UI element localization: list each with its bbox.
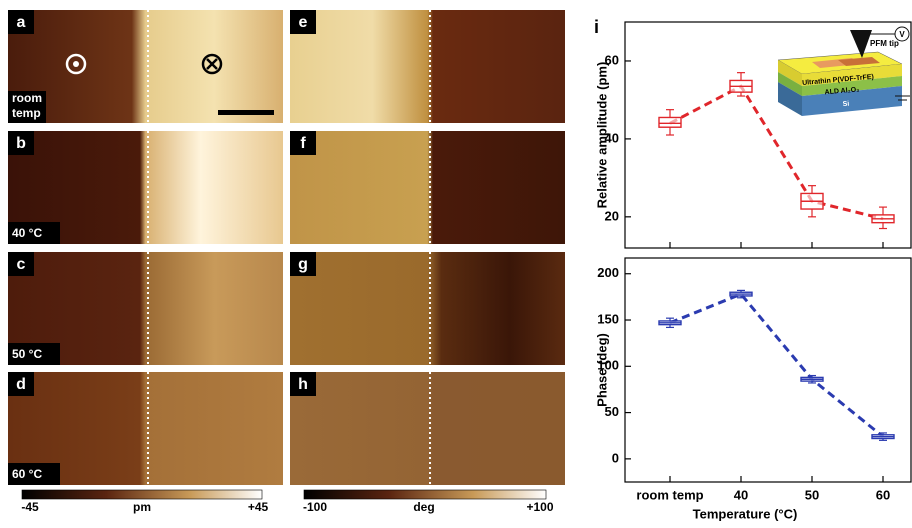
label-box: [8, 91, 46, 123]
inset-label: ALD Al₂O₃: [824, 86, 859, 96]
panel-condition: 50 °C: [12, 347, 42, 361]
colorbar-label: -45: [21, 500, 39, 514]
median-trend-line: [669, 84, 884, 221]
y-tick-label: 0: [612, 450, 619, 465]
y-axis-label: Relative amplitude (pm): [594, 62, 609, 209]
colorbar-unit: deg: [413, 500, 434, 514]
image-panel: [290, 10, 565, 123]
x-tick-label: 50: [805, 487, 819, 502]
polarization-down-symbol: [201, 53, 223, 75]
y-tick-label: 60: [605, 52, 619, 67]
label-box: [8, 463, 60, 485]
image-panel: [8, 10, 283, 123]
panel-condition: 40 °C: [12, 226, 42, 240]
label-box: [8, 343, 60, 365]
panel-condition: room: [12, 91, 42, 105]
label-box: [8, 372, 34, 396]
y-axis-label: Phase (deg): [594, 333, 609, 407]
panel-letter: i: [594, 17, 599, 37]
panel-letter: e: [299, 14, 308, 31]
inset-label: V: [899, 30, 905, 39]
polarization-down-cross: [206, 58, 218, 70]
label-box: [8, 131, 34, 155]
inset-schematic: PFM tip V Ultrathin P(VDF-TrFE) ALD Al₂O…: [777, 26, 910, 116]
colorbar: [21, 489, 263, 500]
inset-label: PFM tip: [870, 39, 899, 48]
panel-letter: c: [17, 256, 26, 273]
image-panel: [290, 252, 565, 365]
inset-label: Si: [842, 101, 849, 109]
plot-frame: [624, 257, 912, 483]
median-trend-line: [669, 292, 884, 438]
scale-bar: [218, 110, 274, 115]
panel-condition: 60 °C: [12, 467, 42, 481]
panel-letter: b: [16, 135, 26, 152]
x-axis-label: Temperature (°C): [693, 506, 798, 521]
panel-letter: h: [298, 376, 308, 393]
colorbar-label: -100: [303, 500, 327, 514]
y-tick-label: 40: [605, 130, 619, 145]
colorbar: [303, 489, 547, 500]
polarization-up-symbol: [65, 53, 87, 75]
x-tick-label: 60: [876, 487, 890, 502]
label-box: [290, 252, 316, 276]
label-box: [290, 10, 316, 34]
y-tick-label: 20: [605, 208, 619, 223]
polarization-up-dot: [73, 61, 79, 67]
y-tick-label: 200: [597, 265, 619, 280]
colorbar-label: +45: [248, 500, 269, 514]
panel-letter: d: [16, 376, 26, 393]
x-tick-label: room temp: [636, 487, 703, 502]
label-box: [8, 222, 60, 244]
box: [658, 116, 682, 128]
y-tick-label: 150: [597, 311, 619, 326]
colorbar-unit: pm: [133, 500, 151, 514]
colorbar-label: +100: [526, 500, 553, 514]
panel-letter: g: [298, 256, 308, 273]
panel-condition: temp: [12, 106, 41, 120]
panel-letter: a: [17, 14, 26, 31]
plot-frame: [624, 21, 912, 249]
panel-letter: f: [300, 135, 306, 152]
image-panel: [290, 372, 565, 485]
label-box: [8, 10, 34, 34]
y-tick-label: 50: [605, 404, 619, 419]
label-box: [290, 372, 316, 396]
label-box: [290, 131, 316, 155]
label-box: [8, 252, 34, 276]
x-tick-label: 40: [734, 487, 748, 502]
y-tick-label: 100: [597, 358, 619, 373]
image-panel: [290, 131, 565, 244]
